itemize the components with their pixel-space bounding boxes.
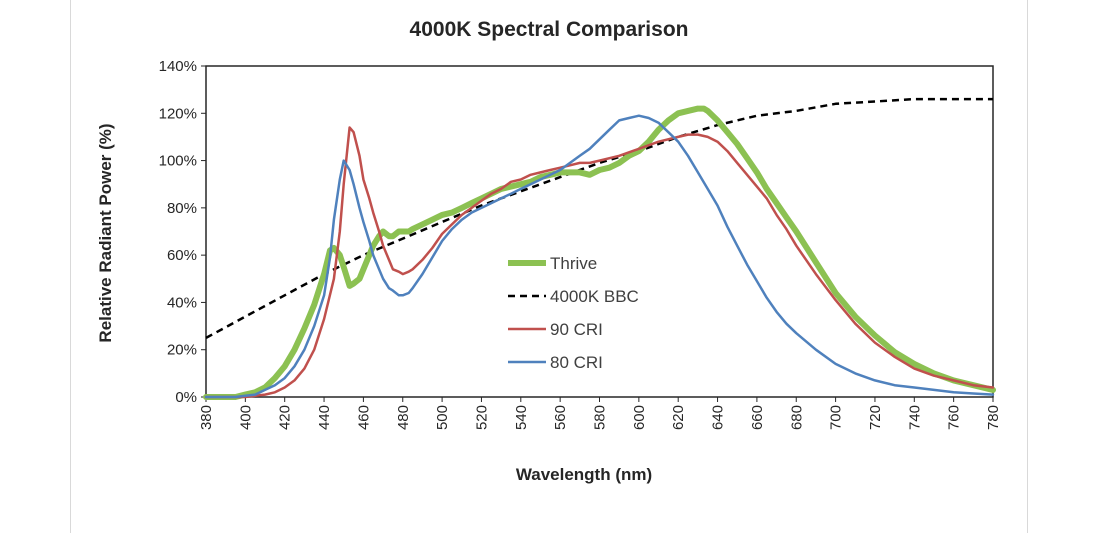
- series-line-90-cri: [204, 126, 995, 399]
- x-tick-label: 720: [867, 405, 884, 430]
- x-tick-label: 380: [198, 405, 215, 430]
- y-tick-label: 0%: [175, 389, 197, 406]
- x-tick-label: 520: [473, 405, 490, 430]
- x-tick-label: 620: [670, 405, 687, 430]
- legend-label: Thrive: [550, 254, 597, 273]
- legend-label: 90 CRI: [550, 320, 603, 339]
- chart-title: 4000K Spectral Comparison: [410, 18, 689, 41]
- x-tick-label: 460: [355, 405, 372, 430]
- x-tick-label: 640: [710, 405, 727, 430]
- x-tick-label: 480: [395, 405, 412, 430]
- x-tick-label: 600: [631, 405, 648, 430]
- x-tick-label: 780: [985, 405, 1002, 430]
- series-line-4000k-bbc: [205, 97, 993, 339]
- x-tick-label: 440: [316, 405, 333, 430]
- y-tick-label: 40%: [167, 294, 197, 311]
- y-axis-title: Relative Radiant Power (%): [96, 123, 115, 342]
- x-axis-ticks: 380 400 420 440 460 480 500 520 540 560 580 600 620 6…: [198, 397, 1002, 430]
- x-tick-label: 760: [946, 405, 963, 430]
- legend-label: 80 CRI: [550, 353, 603, 372]
- x-axis-title: Wavelength (nm): [516, 465, 652, 484]
- x-tick-label: 560: [552, 405, 569, 430]
- x-tick-label: 660: [749, 405, 766, 430]
- x-tick-label: 420: [277, 405, 294, 430]
- plot-border: [205, 65, 994, 398]
- plot-area: [205, 65, 994, 398]
- y-tick-label: 140%: [159, 58, 197, 75]
- x-tick-label: 580: [592, 405, 609, 430]
- x-tick-label: 400: [237, 405, 254, 430]
- y-tick-label: 120%: [159, 105, 197, 122]
- legend: Thrive 4000K BBC 90 CRI 80 CRI: [508, 254, 639, 372]
- x-tick-label: 500: [434, 405, 451, 430]
- legend-label: 4000K BBC: [550, 287, 639, 306]
- y-tick-label: 80%: [167, 200, 197, 217]
- x-tick-label: 740: [906, 405, 923, 430]
- series-lines: [203, 97, 996, 400]
- series-line-thrive: [203, 105, 996, 400]
- x-tick-label: 680: [788, 405, 805, 430]
- y-tick-label: 100%: [159, 153, 197, 170]
- y-tick-label: 60%: [167, 247, 197, 264]
- chart-frame: [70, 0, 1028, 533]
- x-tick-label: 540: [513, 405, 530, 430]
- y-tick-label: 20%: [167, 342, 197, 359]
- y-axis-ticks: 0% 20% 40% 60% 80% 100% 120% 140%: [159, 58, 206, 406]
- series-line-80-cri: [204, 114, 995, 399]
- x-tick-label: 700: [828, 405, 845, 430]
